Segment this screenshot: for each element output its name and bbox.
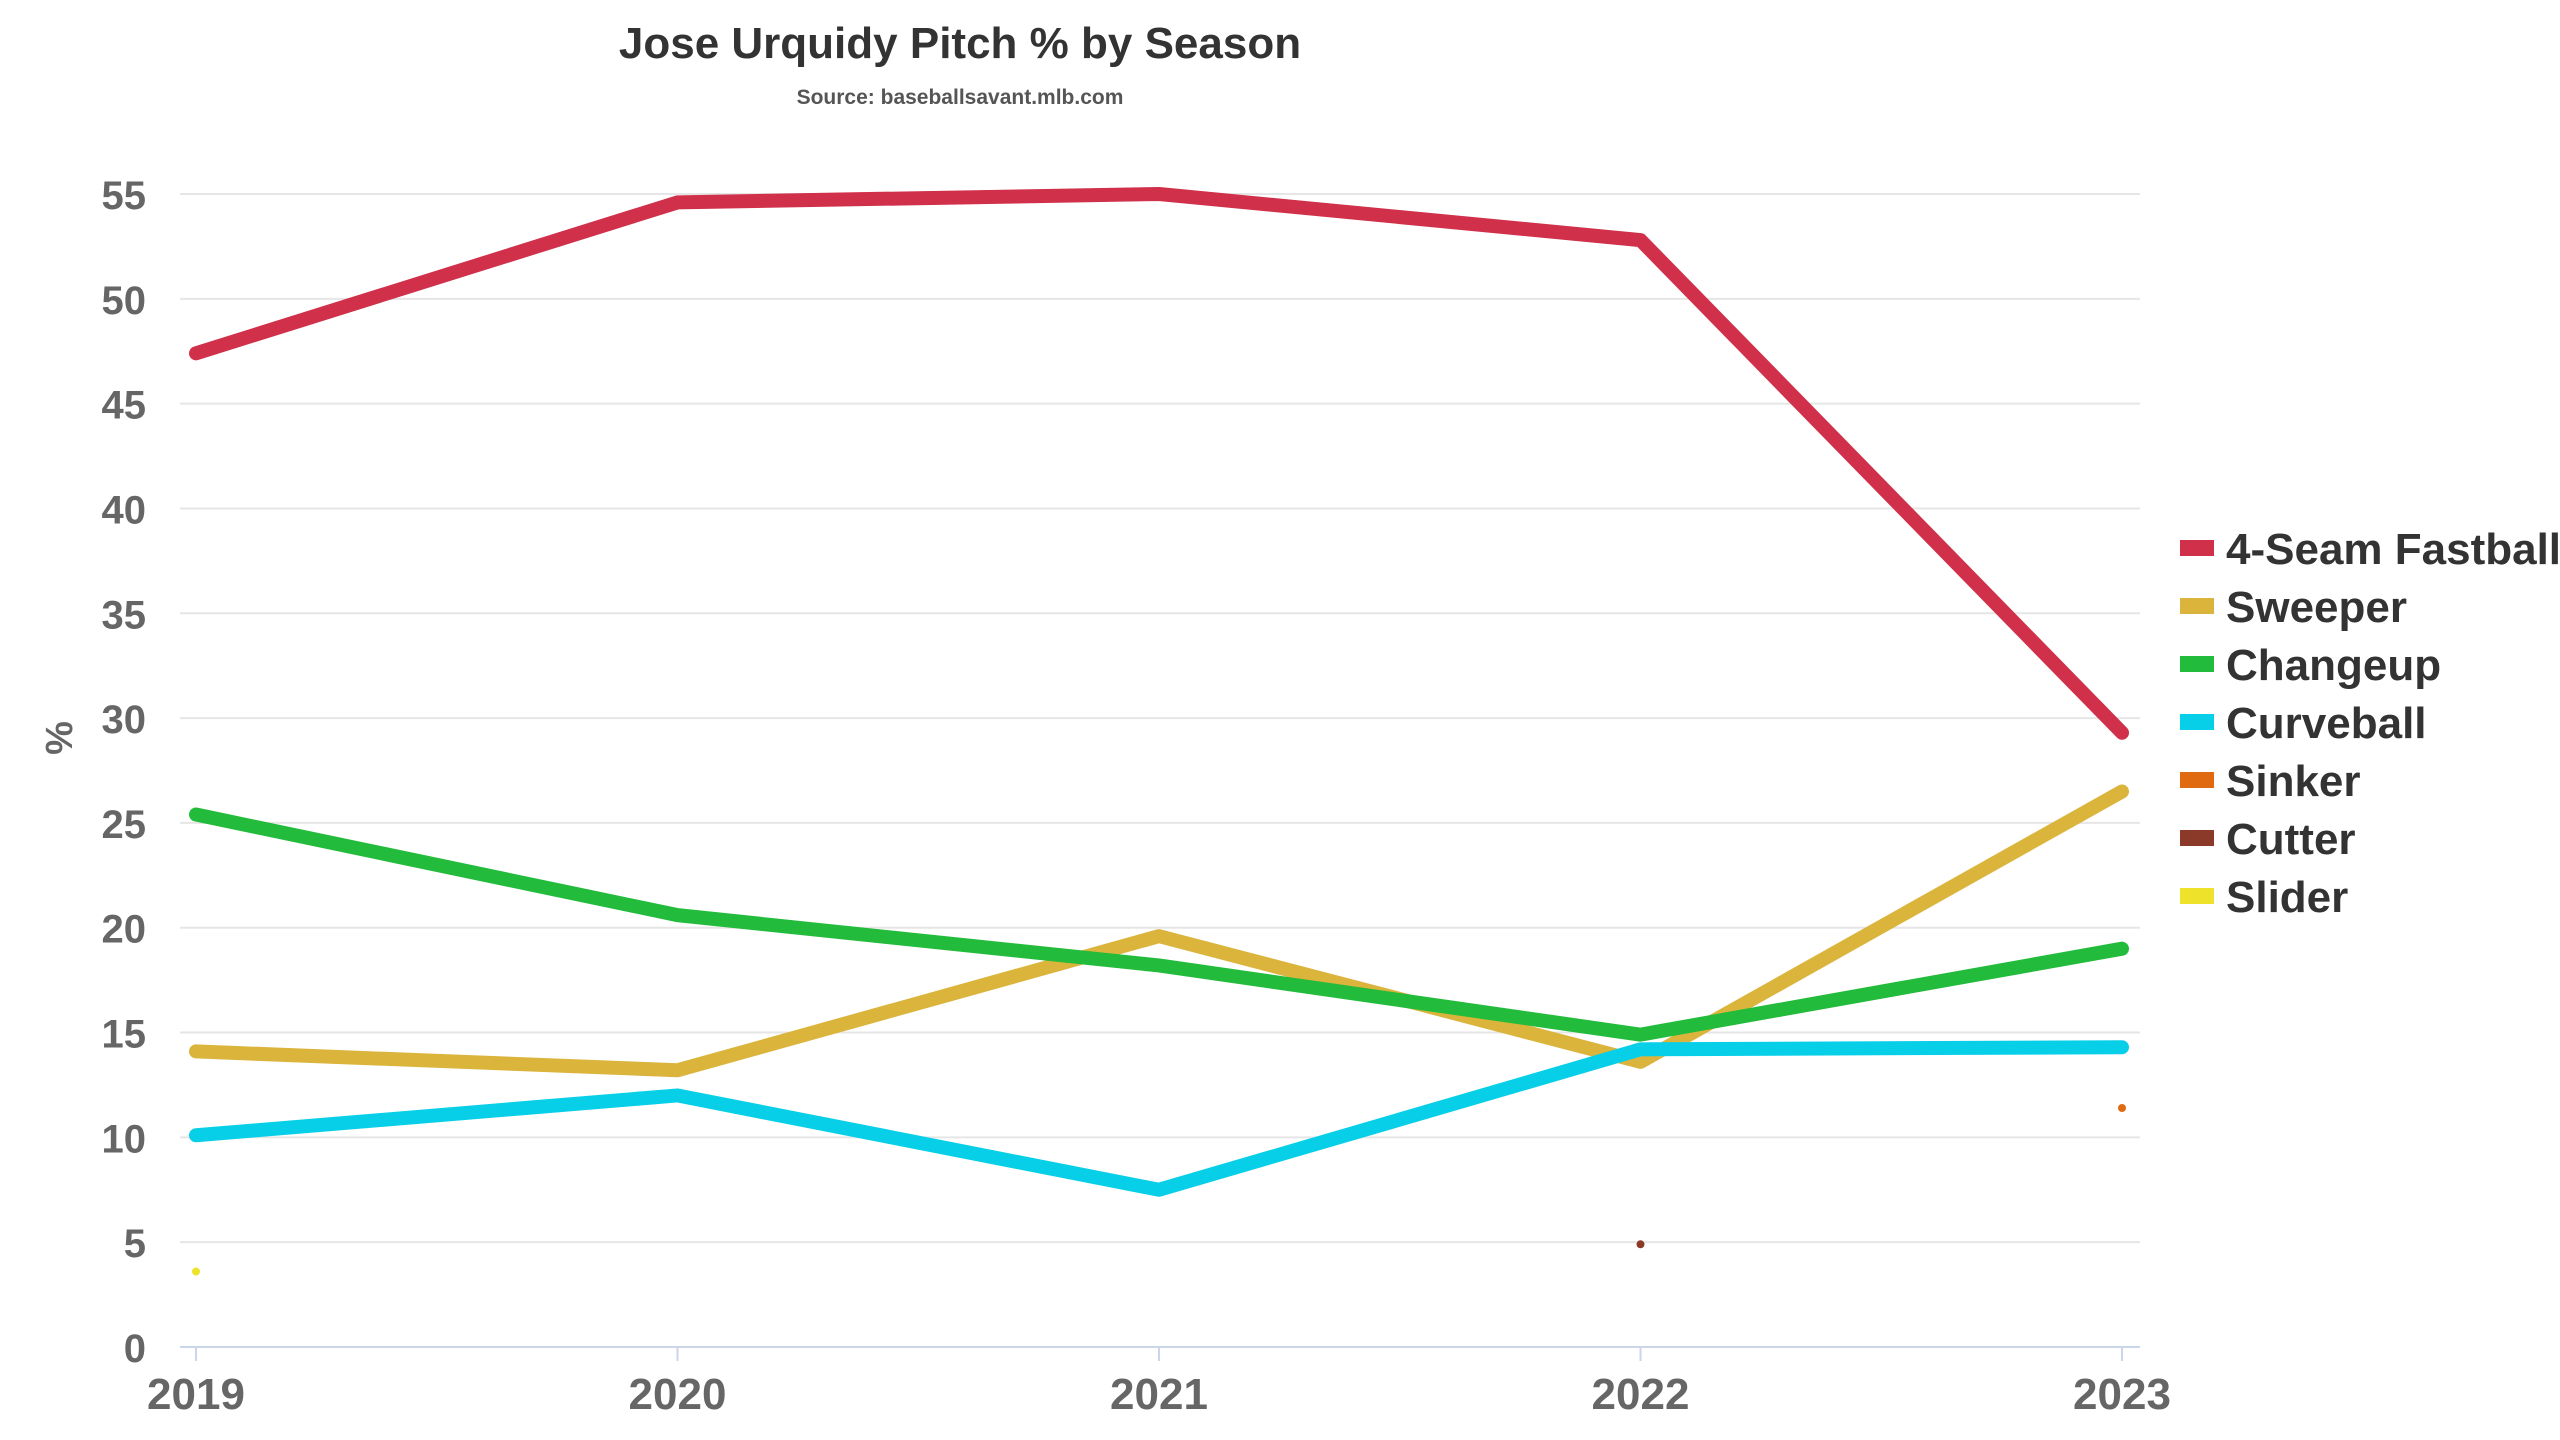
series-slider[interactable] xyxy=(192,1267,200,1276)
legend-swatch xyxy=(2180,772,2214,788)
y-axis-label: % xyxy=(39,721,81,755)
legend-label: Sinker xyxy=(2226,757,2361,806)
chart-title: Jose Urquidy Pitch % by Season xyxy=(619,19,1301,68)
y-tick-label: 30 xyxy=(102,698,147,742)
y-tick-label: 20 xyxy=(102,908,147,952)
series-cutter[interactable] xyxy=(1636,1240,1645,1249)
series-point[interactable] xyxy=(1636,1240,1645,1249)
x-tick-label: 2019 xyxy=(147,1370,245,1419)
series-4-seam-fastball[interactable] xyxy=(189,187,2129,740)
legend-label: Cutter xyxy=(2226,815,2356,864)
series-line[interactable] xyxy=(189,187,2129,740)
legend-label: Curveball xyxy=(2226,699,2427,748)
legend-label: Sweeper xyxy=(2226,583,2407,632)
legend[interactable]: 4-Seam Fastball Sweeper Changeup Curveball S… xyxy=(2180,525,2560,922)
legend-swatch xyxy=(2180,888,2214,904)
series-line[interactable] xyxy=(189,784,2129,1078)
legend-item[interactable]: 4-Seam Fastball xyxy=(2180,525,2560,574)
legend-swatch xyxy=(2180,656,2214,672)
legend-item[interactable]: Cutter xyxy=(2180,815,2356,864)
legend-item[interactable]: Changeup xyxy=(2180,641,2441,690)
y-tick-label: 5 xyxy=(124,1222,146,1266)
x-tick-label: 2021 xyxy=(1110,1370,1208,1419)
y-tick-label: 50 xyxy=(102,279,147,323)
legend-label: Changeup xyxy=(2226,641,2441,690)
y-tick-label: 25 xyxy=(102,803,147,847)
y-tick-label: 40 xyxy=(102,488,147,532)
legend-swatch xyxy=(2180,714,2214,730)
series-curveball[interactable] xyxy=(189,1040,2129,1197)
x-tick-label: 2020 xyxy=(629,1370,727,1419)
series-point[interactable] xyxy=(192,1267,200,1276)
series-point[interactable] xyxy=(2118,1104,2126,1113)
series-sinker[interactable] xyxy=(2118,1104,2126,1113)
legend-swatch xyxy=(2180,598,2214,614)
legend-swatch xyxy=(2180,830,2214,846)
legend-label: 4-Seam Fastball xyxy=(2226,525,2560,574)
legend-item[interactable]: Slider xyxy=(2180,873,2348,922)
legend-label: Slider xyxy=(2226,873,2348,922)
gridlines xyxy=(180,193,2140,1244)
series-sweeper[interactable] xyxy=(189,784,2129,1078)
legend-item[interactable]: Sinker xyxy=(2180,757,2361,806)
legend-swatch xyxy=(2180,540,2214,556)
legend-item[interactable]: Curveball xyxy=(2180,699,2427,748)
x-tick-label: 2023 xyxy=(2073,1370,2171,1419)
axes: 0 5 10 15 20 25 30 35 40 45 50 55 2019 2020 2021 2022 20… xyxy=(102,174,2171,1419)
y-tick-label: 45 xyxy=(102,384,147,428)
legend-item[interactable]: Sweeper xyxy=(2180,583,2407,632)
series-line[interactable] xyxy=(189,807,2129,1042)
y-tick-label: 10 xyxy=(102,1117,147,1161)
series-lines xyxy=(189,187,2129,1276)
x-tick-label: 2022 xyxy=(1592,1370,1690,1419)
y-tick-label: 0 xyxy=(124,1327,146,1371)
series-changeup[interactable] xyxy=(189,807,2129,1042)
y-tick-label: 55 xyxy=(102,174,147,218)
chart-subtitle: Source: baseballsavant.mlb.com xyxy=(797,86,1124,109)
y-tick-label: 35 xyxy=(102,593,147,637)
y-tick-label: 15 xyxy=(102,1013,147,1057)
series-line[interactable] xyxy=(189,1040,2129,1197)
